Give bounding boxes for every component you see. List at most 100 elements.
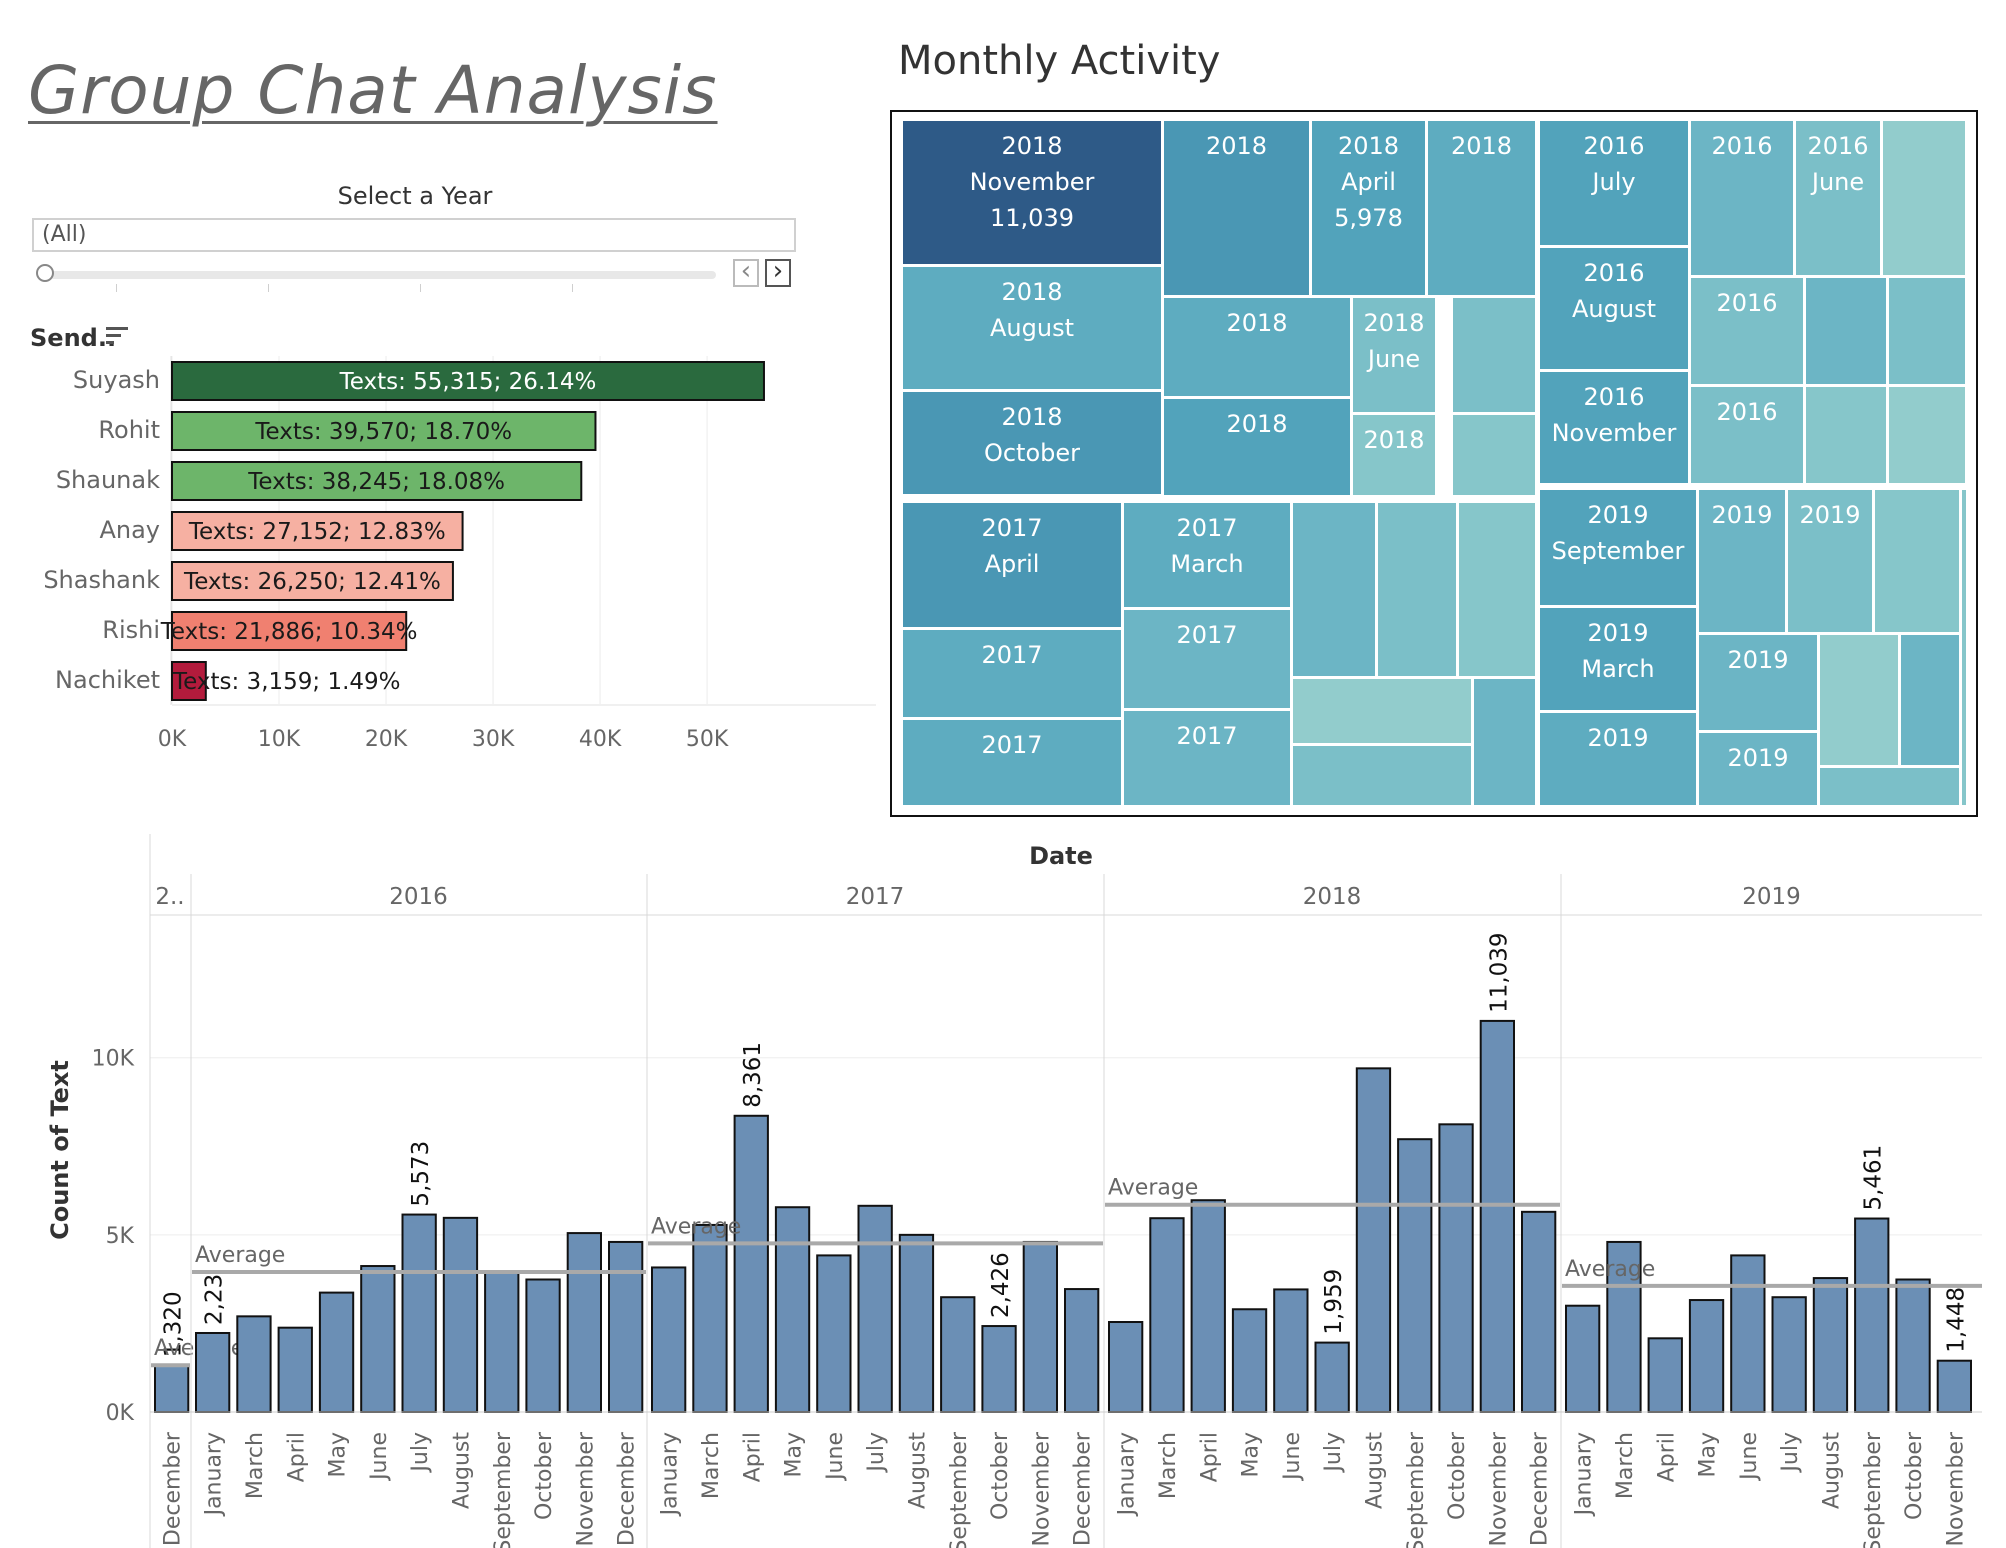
timeline-bar[interactable] [1812, 1277, 1849, 1413]
treemap-cell-label: September [1552, 537, 1685, 565]
treemap-cell[interactable] [901, 265, 1163, 391]
timeline-bar[interactable] [981, 1325, 1017, 1414]
timeline-bar[interactable] [733, 1114, 769, 1414]
treemap-cell[interactable] [1426, 119, 1537, 297]
next-year-button[interactable]: › [765, 258, 791, 287]
timeline-bar[interactable] [401, 1213, 437, 1413]
treemap-cell[interactable] [1689, 119, 1795, 277]
timeline-bar[interactable] [1273, 1288, 1309, 1413]
timeline-bar[interactable] [236, 1315, 272, 1414]
sender-bar[interactable] [171, 661, 207, 701]
treemap-cell[interactable] [1689, 276, 1805, 386]
treemap-cell[interactable] [1291, 677, 1473, 745]
timeline-bar[interactable] [774, 1206, 811, 1414]
treemap-cell[interactable] [1310, 119, 1427, 297]
treemap-cell[interactable] [1376, 501, 1458, 678]
treemap-cell[interactable] [1794, 119, 1882, 277]
timeline-bar[interactable] [1438, 1123, 1474, 1413]
timeline-bar[interactable] [1771, 1296, 1807, 1413]
timeline-bar[interactable] [1565, 1304, 1601, 1413]
timeline-bar[interactable] [442, 1216, 479, 1414]
timeline-bar[interactable] [566, 1232, 603, 1413]
treemap-cell[interactable] [1786, 488, 1874, 634]
sender-bar[interactable] [171, 511, 464, 551]
timeline-bar[interactable] [692, 1223, 728, 1413]
timeline-bar[interactable] [1688, 1299, 1725, 1413]
treemap-cell[interactable] [1351, 413, 1437, 497]
year-filter-input[interactable]: (All) [32, 218, 796, 252]
sender-bar[interactable] [171, 461, 583, 501]
timeline-bar[interactable] [1730, 1254, 1766, 1414]
timeline-bar[interactable] [154, 1364, 190, 1413]
treemap-cell[interactable] [1689, 385, 1805, 485]
timeline-bar[interactable] [1064, 1288, 1100, 1414]
timeline-bar[interactable] [1355, 1067, 1392, 1414]
treemap-cell[interactable] [1960, 488, 1968, 807]
treemap-cell[interactable] [1122, 608, 1292, 710]
treemap-cell[interactable] [1538, 370, 1690, 485]
treemap-cell[interactable] [901, 119, 1163, 266]
treemap-cell[interactable] [1887, 385, 1967, 485]
treemap-cell[interactable] [901, 718, 1123, 807]
sender-bar[interactable] [171, 561, 454, 601]
treemap-cell[interactable] [1122, 709, 1292, 807]
treemap-cell[interactable] [1804, 385, 1888, 485]
timeline-bar[interactable] [1149, 1217, 1185, 1413]
sender-bar[interactable] [171, 611, 408, 651]
timeline-bar[interactable] [277, 1326, 313, 1414]
timeline-bar[interactable] [1895, 1278, 1931, 1414]
timeline-bar[interactable] [360, 1265, 396, 1414]
treemap-cell[interactable] [1538, 606, 1698, 712]
timeline-bar[interactable] [195, 1331, 231, 1413]
treemap-cell[interactable] [1697, 731, 1819, 807]
timeline-bar[interactable] [1479, 1019, 1515, 1413]
treemap-cell[interactable] [1451, 413, 1537, 497]
treemap-cell[interactable] [1162, 119, 1311, 297]
timeline-bar[interactable] [1314, 1341, 1350, 1414]
timeline-bar[interactable] [816, 1254, 852, 1414]
timeline-bar[interactable] [608, 1240, 644, 1414]
timeline-bar[interactable] [1521, 1210, 1557, 1414]
treemap-cell[interactable] [1697, 488, 1787, 634]
timeline-bar[interactable] [318, 1291, 355, 1413]
timeline-bar[interactable] [651, 1266, 687, 1413]
treemap-cell[interactable] [1804, 276, 1888, 386]
sender-bar[interactable] [171, 361, 765, 401]
year-slider-track[interactable] [50, 271, 716, 279]
timeline-bar[interactable] [857, 1204, 893, 1413]
treemap-cell[interactable] [901, 390, 1163, 496]
timeline-bar[interactable] [525, 1278, 561, 1414]
treemap-cell-label: 2018 [1451, 132, 1512, 160]
sort-descending-icon[interactable] [106, 326, 130, 346]
timeline-bar[interactable] [1231, 1308, 1268, 1414]
timeline-bar[interactable] [1606, 1240, 1642, 1414]
treemap-cell[interactable] [1538, 711, 1698, 807]
treemap-cell[interactable] [1538, 119, 1690, 247]
treemap-cell[interactable] [1472, 677, 1537, 807]
previous-year-button[interactable]: ‹ [733, 258, 759, 287]
timeline-bar[interactable] [940, 1296, 976, 1413]
treemap-cell[interactable] [1122, 501, 1292, 609]
treemap-cell[interactable] [1881, 119, 1967, 277]
treemap-cell[interactable] [1162, 397, 1352, 497]
treemap-cell[interactable] [1162, 296, 1352, 398]
treemap-cell[interactable] [1291, 744, 1473, 807]
treemap-cell[interactable] [1697, 633, 1819, 732]
timeline-bar[interactable] [898, 1233, 935, 1414]
treemap-cell[interactable] [1818, 766, 1961, 807]
timeline-bar[interactable] [1022, 1240, 1059, 1414]
timeline-bar[interactable] [1647, 1337, 1683, 1414]
treemap-cell[interactable] [1538, 488, 1698, 607]
timeline-bar[interactable] [1854, 1217, 1890, 1413]
timeline-bar[interactable] [484, 1271, 520, 1413]
treemap-cell[interactable] [1351, 296, 1437, 414]
timeline-bar[interactable] [1108, 1321, 1144, 1414]
sender-bar[interactable] [171, 411, 597, 451]
treemap-cell[interactable] [1818, 633, 1900, 767]
timeline-bar[interactable] [1190, 1199, 1226, 1414]
year-slider-handle[interactable] [36, 264, 54, 282]
treemap-cell-label: November [970, 168, 1095, 196]
timeline-bar[interactable] [1397, 1138, 1433, 1413]
timeline-bar[interactable] [1936, 1359, 1972, 1414]
treemap-cell[interactable] [901, 628, 1123, 719]
